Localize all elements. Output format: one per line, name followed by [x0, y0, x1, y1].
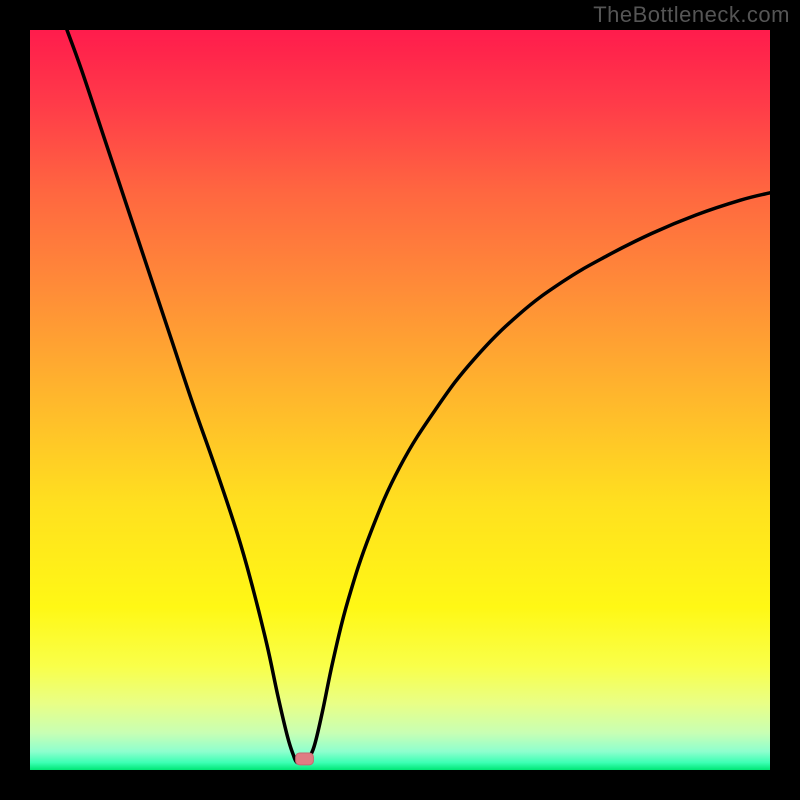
plot-background: [30, 30, 770, 770]
bottleneck-chart: [0, 0, 800, 800]
chart-container: TheBottleneck.com: [0, 0, 800, 800]
watermark-text: TheBottleneck.com: [593, 2, 790, 28]
optimum-marker: [296, 753, 314, 765]
